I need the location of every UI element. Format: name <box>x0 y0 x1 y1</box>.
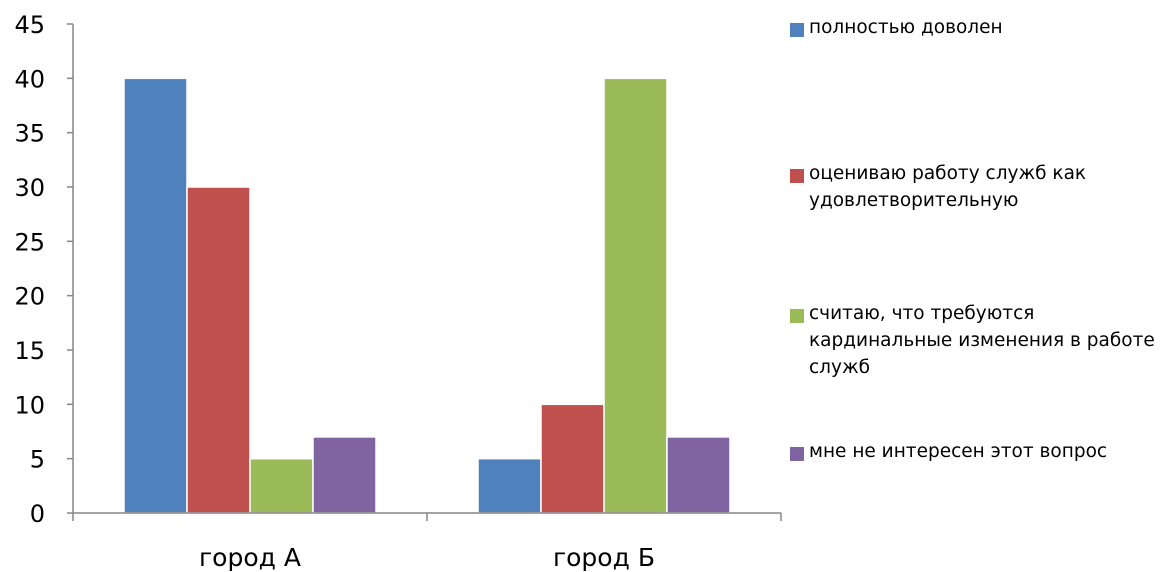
bar-series-1-category-2 <box>477 457 542 514</box>
legend-label-series-2: оцениваю работу служб как удовлетворител… <box>809 163 1087 211</box>
legend-entry-series-3: считаю, что требуются кардинальные измен… <box>790 300 1159 381</box>
bar-series-3-category-1 <box>249 457 314 514</box>
legend-entry-series-1: полностью доволен <box>790 14 1159 41</box>
y-tick-label-9: 45 <box>14 11 45 39</box>
legend-entry-series-2: оцениваю работу служб как удовлетворител… <box>790 160 1159 214</box>
bar-series-4-category-1 <box>312 436 377 514</box>
bar-series-2-category-1 <box>186 186 251 514</box>
legend-label-series-3: считаю, что требуются кардинальные измен… <box>809 303 1155 378</box>
y-tick-label-3: 15 <box>14 337 45 365</box>
legend-swatch-series-4 <box>790 447 804 461</box>
y-tick-label-1: 5 <box>30 446 45 474</box>
y-tick-label-4: 20 <box>14 283 45 311</box>
y-tick-label-2: 10 <box>14 391 45 419</box>
y-tick-label-6: 30 <box>14 174 45 202</box>
bar-series-3-category-2 <box>603 77 668 514</box>
legend-swatch-series-3 <box>790 309 804 323</box>
x-tick-label-2: город Б <box>553 543 655 572</box>
y-tick-label-5: 25 <box>14 228 45 256</box>
bar-series-4-category-2 <box>666 436 731 514</box>
x-tick-label-1: город А <box>199 543 301 572</box>
legend-entry-series-4: мне не интересен этот вопрос <box>790 438 1159 465</box>
legend-label-series-1: полностью доволен <box>809 17 1003 38</box>
y-tick-label-7: 35 <box>14 120 45 148</box>
legend-swatch-series-1 <box>790 23 804 37</box>
legend-swatch-series-2 <box>790 169 804 183</box>
legend-label-series-4: мне не интересен этот вопрос <box>809 441 1108 462</box>
y-tick-label-8: 40 <box>14 65 45 93</box>
y-tick-label-0: 0 <box>30 500 45 528</box>
bar-series-1-category-1 <box>123 77 188 514</box>
bar-series-2-category-2 <box>540 403 605 514</box>
